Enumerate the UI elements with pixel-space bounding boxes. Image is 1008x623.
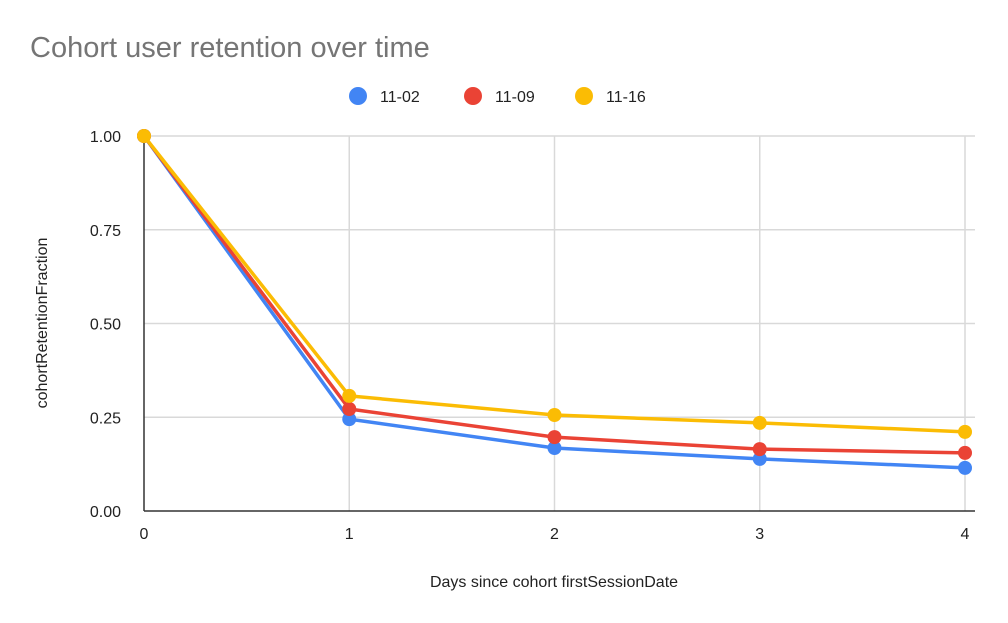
data-point (958, 424, 972, 439)
data-point (752, 442, 767, 457)
data-point (342, 402, 357, 416)
data-point (342, 412, 357, 427)
y-tick-label: 0.25 (90, 410, 121, 427)
legend: 11-02 11-09 11-16 (349, 87, 646, 106)
data-point (547, 408, 562, 422)
data-point (958, 445, 972, 460)
x-axis-label: Days since cohort firstSessionDate (430, 574, 678, 591)
data-point (547, 441, 562, 455)
grid (144, 135, 975, 511)
x-tick-label: 2 (550, 526, 559, 543)
legend-marker (349, 87, 367, 105)
series-group (137, 129, 972, 475)
x-tick-label: 0 (140, 526, 149, 543)
y-tick-label: 1.00 (90, 129, 121, 146)
chart-title: Cohort user retention over time (30, 32, 430, 64)
y-tick-label: 0.00 (90, 504, 121, 521)
series-11-16 (137, 129, 972, 439)
data-point (752, 451, 767, 466)
x-tick-label: 4 (961, 526, 970, 543)
y-tick-label: 0.50 (90, 317, 121, 334)
legend-marker (575, 87, 593, 105)
legend-marker (464, 87, 482, 105)
legend-label: 11-02 (380, 89, 420, 106)
x-tick-label: 3 (755, 526, 764, 543)
data-point (752, 415, 767, 430)
y-tick-label: 0.75 (90, 223, 121, 240)
data-point (137, 129, 151, 143)
axes: 0.00 0.25 0.50 0.75 1.00 0 1 2 3 4 (90, 129, 975, 543)
legend-label: 11-09 (495, 89, 535, 106)
data-point (547, 430, 562, 445)
y-axis-label: cohortRetentionFraction (34, 238, 51, 409)
data-point (958, 460, 972, 475)
x-tick-label: 1 (345, 526, 354, 543)
legend-label: 11-16 (606, 89, 646, 106)
data-point (342, 388, 357, 403)
